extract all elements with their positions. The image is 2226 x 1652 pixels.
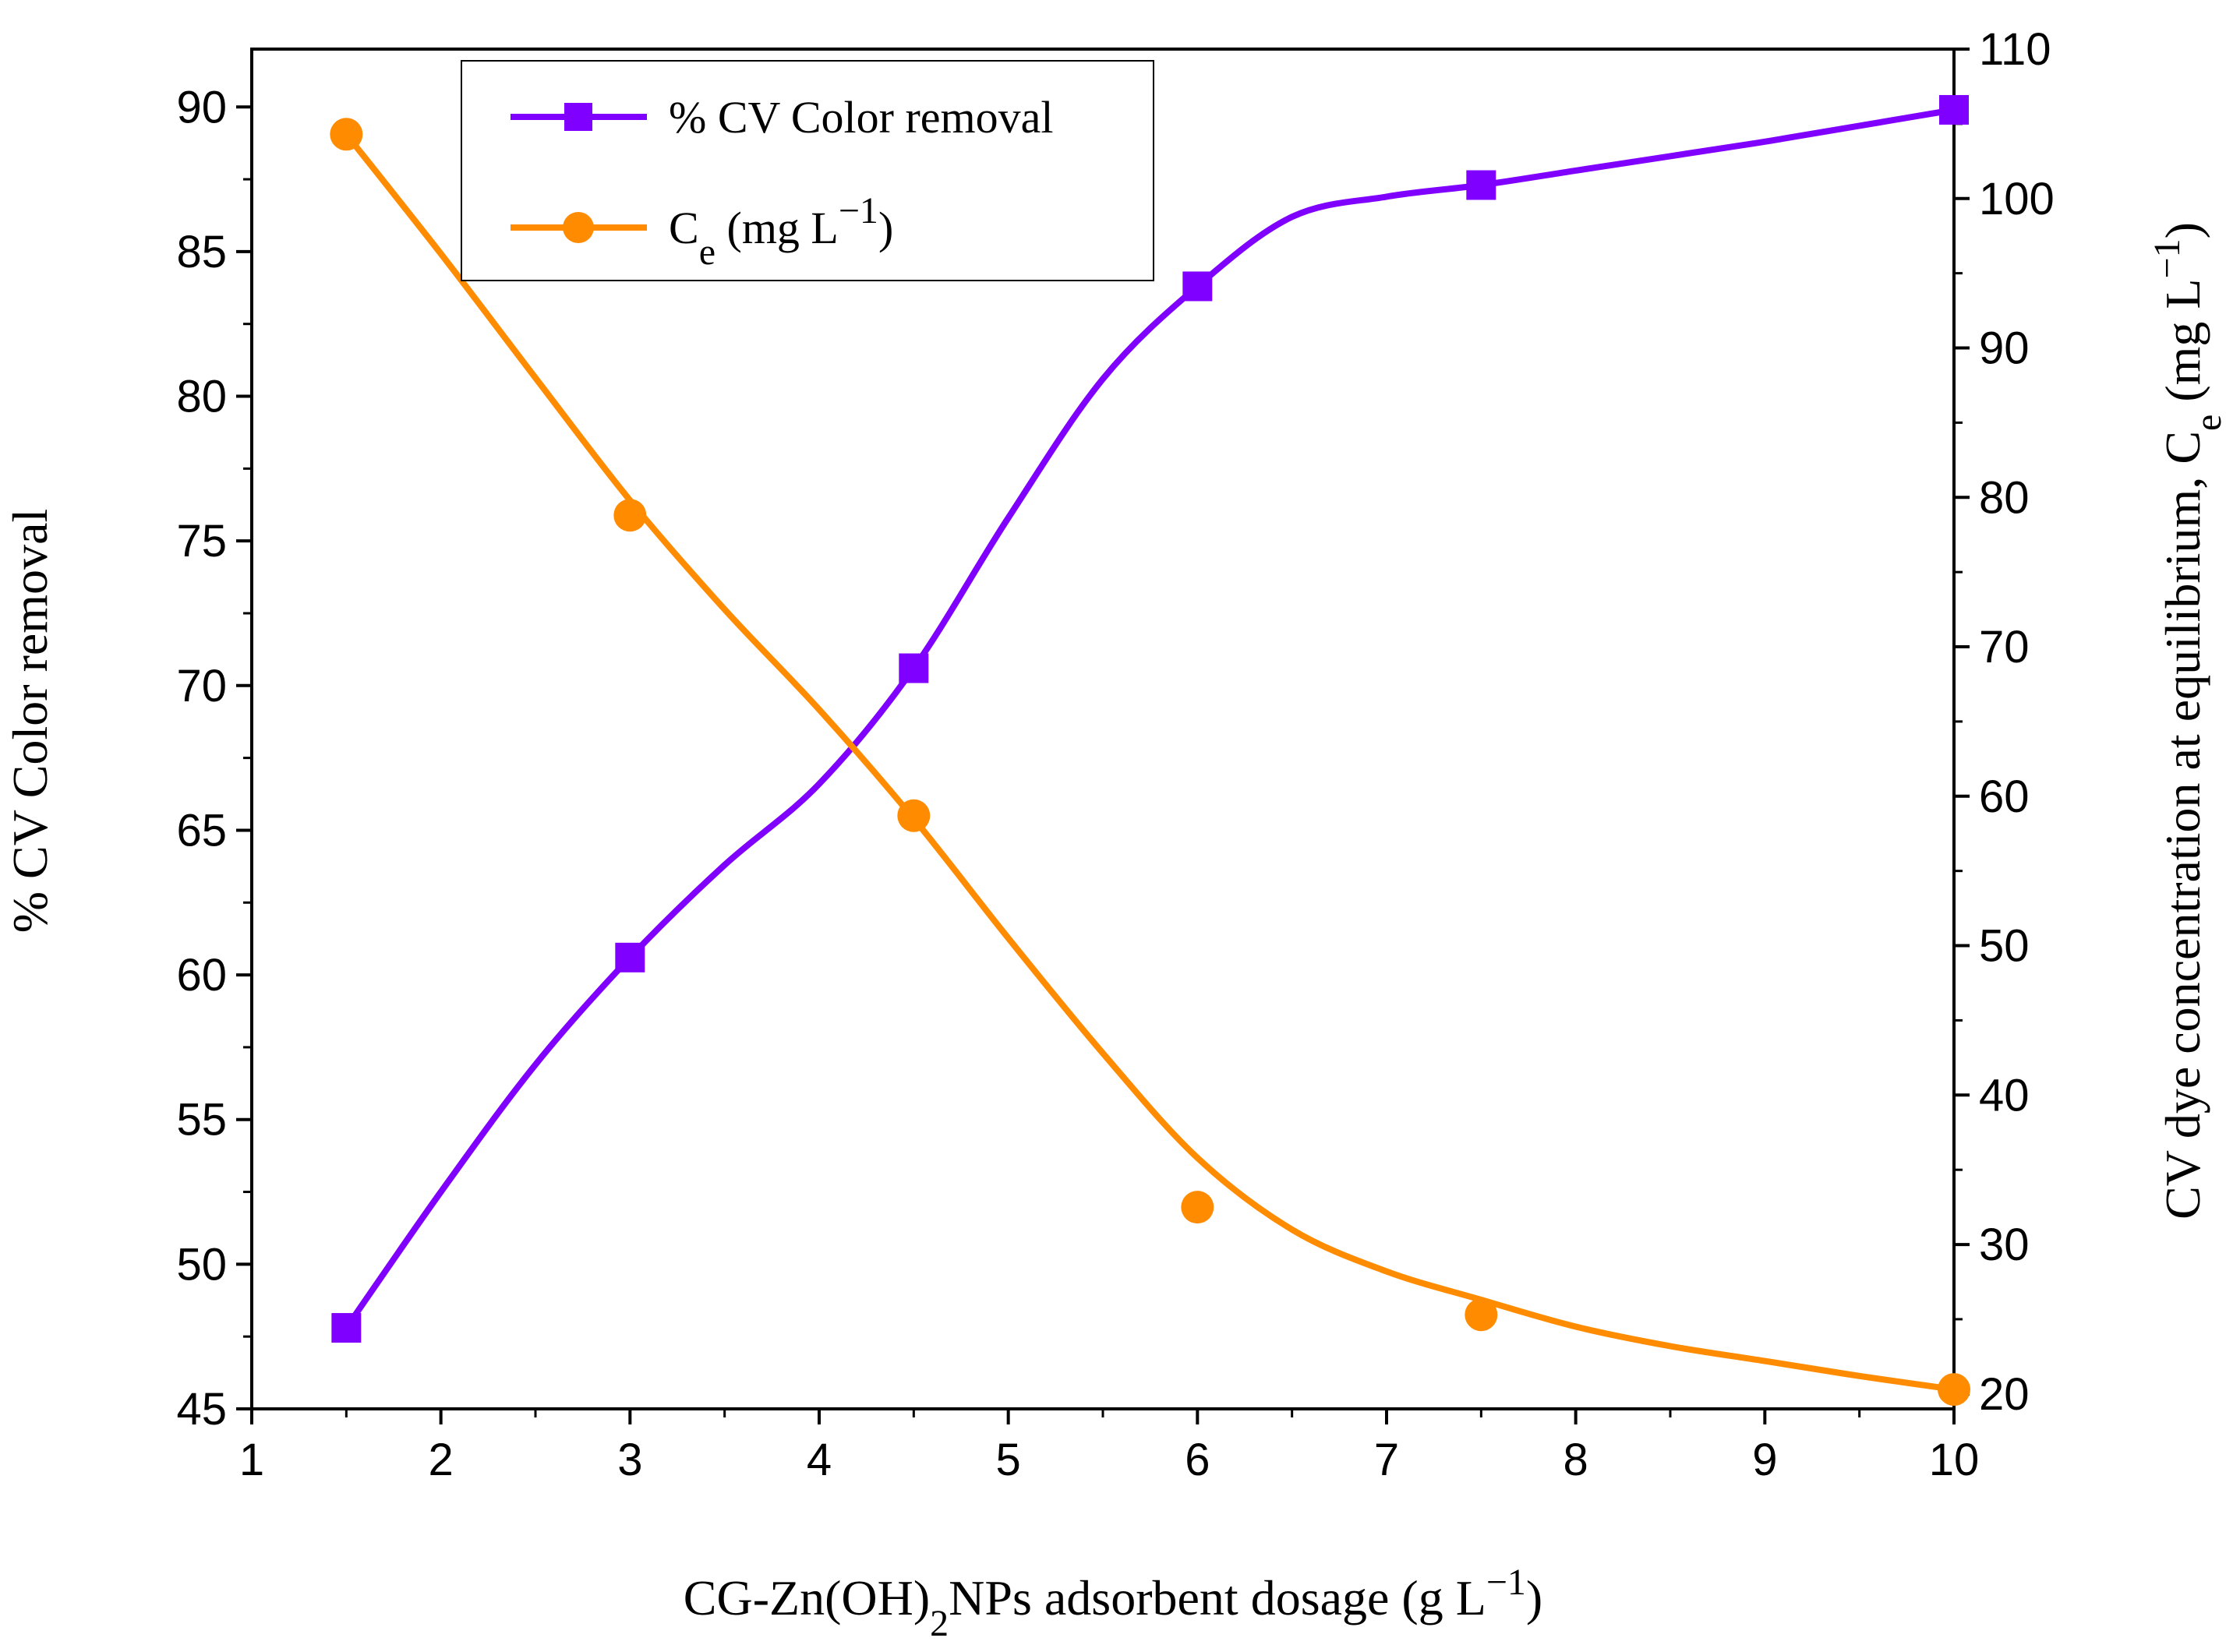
- y-right-tick-label: 30: [1979, 1220, 2030, 1270]
- y-left-tick-label: 80: [176, 372, 227, 422]
- y-right-tick-label: 20: [1979, 1369, 2030, 1420]
- data-point-ce: [897, 799, 931, 832]
- series-line-removal: [343, 107, 1957, 1331]
- y-right-tick-label: 60: [1979, 771, 2030, 822]
- legend-marker-circle: [563, 212, 594, 243]
- y-right-tick-label: 50: [1979, 921, 2030, 972]
- data-point-ce: [330, 118, 363, 151]
- x-tick-label: 6: [1185, 1435, 1210, 1485]
- y-right-tick-label: 40: [1979, 1070, 2030, 1121]
- legend: % CV Color removal Ce (mg L−1): [461, 60, 1154, 281]
- x-tick-label: 2: [429, 1435, 454, 1485]
- y-right-tick-label: 80: [1979, 472, 2030, 523]
- x-axis-title-sup: −1: [1486, 1562, 1526, 1603]
- legend-label-ce-sup: −1: [839, 190, 878, 231]
- y-right-tick-label: 70: [1979, 622, 2030, 672]
- series-layer: [330, 94, 1970, 1407]
- data-point-removal: [615, 942, 645, 972]
- ticks-layer: 1 2 3 4 5 6 7 8 9 1045505560657075808590203040506…: [176, 24, 2054, 1485]
- legend-label-ce-units: (mg L: [716, 203, 839, 253]
- legend-box: [461, 60, 1154, 281]
- x-axis-title-suffix: ): [1526, 1570, 1542, 1626]
- x-tick-label: 7: [1374, 1435, 1399, 1485]
- series-line-ce: [343, 131, 1957, 1393]
- legend-label-ce-sub: e: [699, 231, 716, 273]
- y-axis-left-title: % CV Color removal: [2, 509, 58, 934]
- x-axis-title-sub: 2: [930, 1603, 949, 1644]
- y-axis-right-title-suffix: ): [2155, 222, 2210, 238]
- y-axis-right-title-mid: (mg L: [2155, 278, 2210, 414]
- y-axis-right-title-sup: −1: [2146, 238, 2188, 278]
- data-point-ce: [1181, 1191, 1214, 1224]
- y-left-tick-label: 65: [176, 805, 227, 856]
- x-axis-title-mid: NPs adsorbent dosage (g L: [949, 1570, 1486, 1626]
- y-left-tick-label: 90: [176, 82, 227, 132]
- y-left-tick-label: 70: [176, 661, 227, 711]
- y-left-tick-label: 85: [176, 227, 227, 277]
- data-point-removal: [331, 1313, 362, 1343]
- x-tick-label: 4: [807, 1435, 832, 1485]
- data-point-ce: [613, 499, 647, 532]
- y-left-tick-label: 45: [176, 1384, 227, 1435]
- data-point-ce: [1938, 1373, 1970, 1407]
- legend-label-ce: Ce (mg L−1): [669, 190, 893, 273]
- x-tick-label: 5: [996, 1435, 1021, 1485]
- y-axis-right-title-prefix: CV dye concentration at equilibrium, C: [2155, 431, 2210, 1220]
- legend-label-removal: % CV Color removal: [669, 92, 1053, 143]
- legend-marker-square: [564, 103, 592, 131]
- y-axis-right-title: CV dye concentration at equilibrium, Ce …: [2146, 222, 2226, 1220]
- y-left-tick-label: 75: [176, 516, 227, 567]
- legend-label-ce-close: ): [878, 203, 893, 253]
- y-right-tick-label: 90: [1979, 323, 2030, 374]
- x-tick-label: 3: [617, 1435, 642, 1485]
- x-tick-label: 1: [239, 1435, 264, 1485]
- x-axis-title-prefix: CG-Zn(OH): [684, 1570, 930, 1626]
- data-point-ce: [1465, 1298, 1498, 1332]
- y-right-tick-label: 110: [1979, 24, 2051, 75]
- x-tick-label: 9: [1752, 1435, 1777, 1485]
- y-left-tick-label: 50: [176, 1239, 227, 1290]
- y-right-tick-label: 100: [1979, 174, 2055, 224]
- y-left-tick-label: 60: [176, 950, 227, 1001]
- data-point-removal: [1939, 94, 1969, 125]
- x-tick-label: 10: [1929, 1435, 1980, 1485]
- data-point-removal: [1182, 271, 1213, 302]
- x-axis-title: CG-Zn(OH)2NPs adsorbent dosage (g L−1): [684, 1562, 1542, 1644]
- x-tick-label: 8: [1564, 1435, 1588, 1485]
- data-point-removal: [1466, 170, 1496, 200]
- y-left-tick-label: 55: [176, 1095, 227, 1145]
- y-axis-right-title-sub: e: [2188, 415, 2226, 431]
- legend-label-ce-main: C: [669, 203, 699, 253]
- data-point-removal: [899, 653, 929, 683]
